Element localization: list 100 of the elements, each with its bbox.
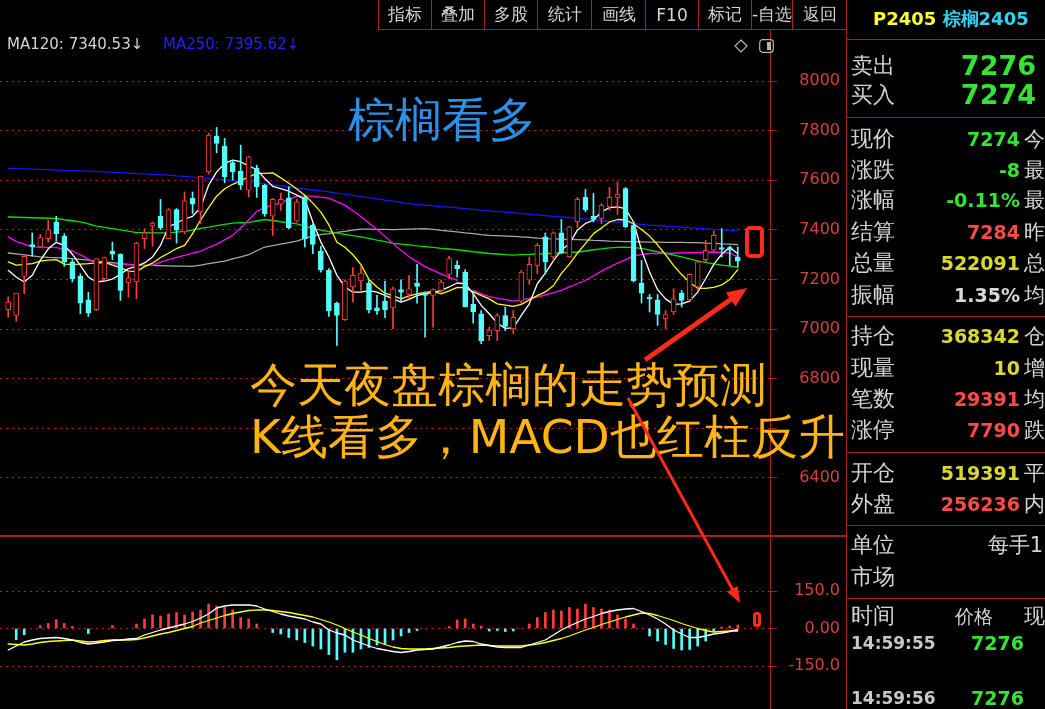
- bar: [231, 609, 234, 629]
- bar: [648, 628, 651, 637]
- text: 持仓: [851, 323, 895, 348]
- y-tick-label: 6400: [799, 467, 840, 487]
- text: 涨停: [851, 417, 895, 442]
- y-tick-label: 8000: [799, 70, 840, 90]
- bar: [495, 628, 499, 631]
- bar: [14, 628, 18, 641]
- candlestick: [398, 279, 404, 302]
- bar: [552, 609, 555, 629]
- text: 叠加: [441, 3, 475, 26]
- text: 昨: [1024, 219, 1045, 244]
- bar: [632, 623, 635, 629]
- y-tick-label: 7000: [799, 318, 840, 338]
- text: 均: [1024, 282, 1045, 307]
- text: 外盘: [851, 491, 895, 516]
- text: 10: [993, 356, 1020, 379]
- bar: [672, 628, 675, 649]
- text: 522091: [940, 251, 1020, 274]
- bar: [688, 628, 691, 650]
- text: 多股: [494, 3, 528, 26]
- y-tick-label: 0.00: [804, 617, 840, 637]
- text: 仓: [1024, 323, 1045, 348]
- text: 开仓: [851, 460, 895, 485]
- bar: [279, 628, 283, 635]
- annotation: 今天夜盘棕榈的走势预测: [250, 357, 767, 412]
- bar: [568, 607, 571, 629]
- bar: [255, 623, 259, 629]
- bar: [143, 618, 146, 629]
- bar: [111, 625, 114, 629]
- candlestick: [414, 264, 420, 304]
- bar: [135, 623, 138, 629]
- candlestick: [470, 293, 477, 324]
- y-tick-label: 7800: [799, 119, 840, 139]
- text: 7276: [971, 631, 1024, 654]
- text: 14:59:56: [851, 688, 936, 708]
- candlestick: [374, 295, 380, 315]
- candlestick: [422, 291, 428, 338]
- candlestick: [382, 280, 388, 319]
- text: 返回: [802, 3, 837, 26]
- text: 每手1: [987, 532, 1043, 557]
- text: 内: [1024, 491, 1045, 516]
- bar: [46, 623, 50, 629]
- bar: [471, 623, 475, 629]
- text: 结算: [851, 219, 895, 244]
- bar: [22, 628, 26, 636]
- candlestick: [29, 232, 36, 257]
- y-tick-label: 7400: [799, 219, 840, 239]
- y-tick-label: 7600: [799, 169, 840, 189]
- text: 指标: [388, 3, 422, 26]
- text: 最: [1024, 187, 1045, 212]
- bar: [656, 628, 659, 642]
- text: -8: [998, 158, 1020, 181]
- text: 总量: [851, 250, 895, 275]
- text: 标记: [708, 3, 742, 26]
- bar: [223, 607, 226, 629]
- text: 笔数: [851, 386, 895, 411]
- text: 涨跌: [851, 157, 895, 182]
- y-tick-label: 150.0: [794, 580, 840, 600]
- text: 7790: [967, 418, 1020, 441]
- text: 单位: [851, 532, 895, 557]
- text: -自选: [751, 3, 793, 26]
- text: 卖出: [851, 53, 895, 78]
- text: 现价: [851, 126, 895, 151]
- bar: [303, 628, 307, 643]
- text: 7284: [967, 220, 1020, 243]
- bar: [664, 628, 667, 645]
- text: 平: [1024, 460, 1045, 485]
- bar: [536, 617, 539, 629]
- text: -0.11%: [946, 188, 1020, 211]
- text: 跌: [1024, 417, 1045, 442]
- text: 14:59:55: [851, 633, 936, 653]
- bar: [167, 613, 170, 629]
- text: 画线: [601, 3, 636, 26]
- text: 7276: [960, 50, 1036, 81]
- candlestick: [726, 245, 733, 266]
- text: 7276: [971, 686, 1024, 709]
- text: 时间: [851, 603, 895, 628]
- bar: [463, 618, 467, 629]
- text: 统计: [547, 3, 582, 26]
- text: 29391: [953, 387, 1020, 410]
- annotation: MA120: 7340.53↓: [7, 35, 144, 53]
- text: P2405 棕榈2405: [873, 8, 1029, 29]
- bar: [54, 619, 58, 629]
- candlestick: [430, 288, 436, 328]
- bar: [576, 608, 579, 629]
- annotation: MA250: 7395.62↓: [163, 35, 300, 53]
- text: 总: [1024, 250, 1045, 275]
- bar: [287, 628, 291, 638]
- bar: [87, 628, 90, 634]
- candlestick: [718, 228, 725, 258]
- text: 现量: [851, 355, 895, 380]
- bar: [527, 623, 531, 629]
- bar: [544, 612, 547, 629]
- text: 今: [1024, 126, 1045, 151]
- text: 振幅: [851, 282, 895, 307]
- y-tick-label: -150.0: [788, 655, 840, 675]
- bar: [159, 615, 162, 629]
- annotation: 棕榈看多: [348, 92, 536, 147]
- bar: [736, 624, 740, 629]
